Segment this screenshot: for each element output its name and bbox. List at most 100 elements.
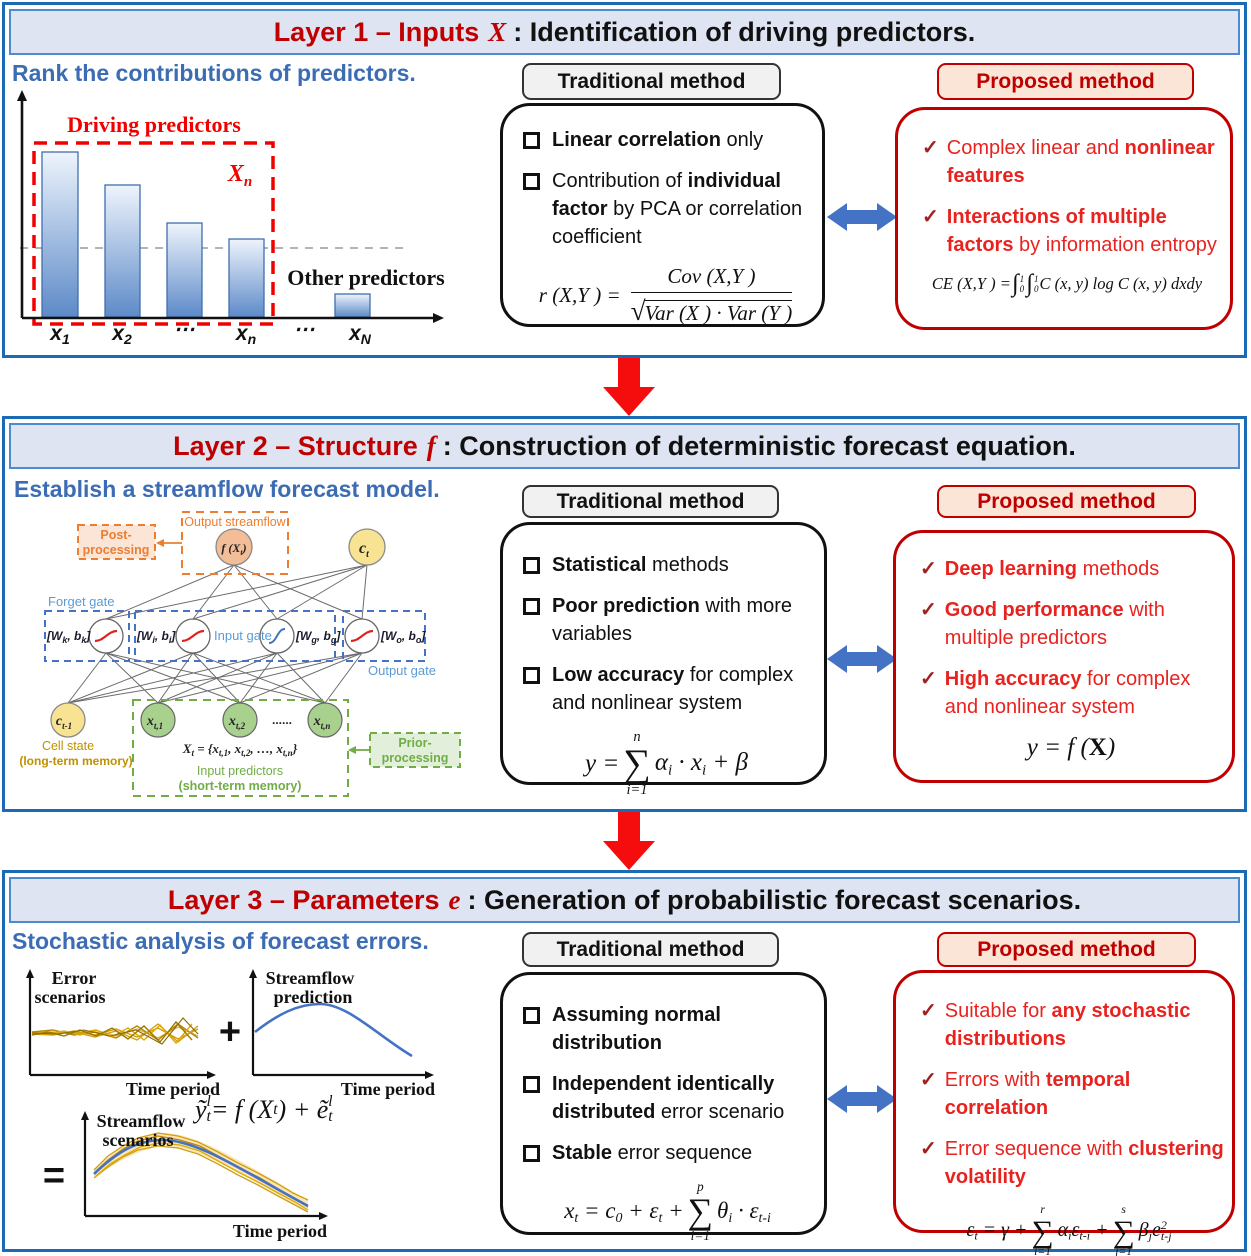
- streamflow-prediction-plot: Streamflow prediction Time period: [249, 968, 435, 1099]
- checkbox-icon: [523, 1076, 540, 1093]
- time-period-label: Time period: [341, 1079, 435, 1099]
- prediction-curve: [254, 1002, 413, 1058]
- input-nodes: [140, 702, 343, 738]
- layer2-traditional-badge: Traditional method: [522, 485, 779, 518]
- panel-layer3: Layer 3 – Parameters e : Generation of p…: [2, 870, 1247, 1256]
- cell-state-label2: (long-term memory): [19, 754, 132, 768]
- driving-predictors-label: Driving predictors: [67, 112, 241, 137]
- checkbox-icon: [523, 557, 540, 574]
- layer2-title-variable: f: [426, 430, 436, 461]
- bullet-text: Good performance with multiple predictor…: [944, 599, 1165, 649]
- bullet-text: Suitable for any stochastic distribution…: [944, 1000, 1191, 1050]
- list-item: ✓ Error sequence with clustering volatil…: [920, 1135, 1224, 1191]
- layer2-header: Layer 2 – Structure f : Construction of …: [9, 423, 1240, 469]
- layer1-title-red: Layer 1 – Inputs: [273, 16, 480, 47]
- layer2-proposed-box: ✓ Deep learning methods ✓ Good performan…: [893, 530, 1235, 783]
- correlation-formula: r (X,Y ) = Cov (X,Y ) √Var (X ) · Var (Y…: [538, 264, 793, 326]
- list-item: ✓ Complex linear and nonlinear features: [922, 134, 1220, 190]
- input-predictors-label: Input predictors: [197, 764, 283, 778]
- layer2-title-black: : Construction of deterministic forecast…: [442, 430, 1076, 461]
- layer1-proposed-badge: Proposed method: [937, 63, 1194, 100]
- layer3-title-red: Layer 3 – Parameters: [167, 884, 440, 915]
- cell-state-t-label: ct: [359, 540, 370, 560]
- lstm-diagram: Post- processing Output streamflow f (Xt…: [19, 511, 461, 797]
- x2-node-label: xt,2: [228, 714, 246, 731]
- post-processing-label2: processing: [83, 543, 150, 557]
- predictor-rank-bar-chart: Driving predictors Xn Other predictors x…: [17, 90, 445, 347]
- layer3-proposed-badge: Proposed method: [937, 932, 1196, 967]
- ma-error-formula: xt = c0 + εt + p ∑ i=1 θi · εt-i: [564, 1179, 771, 1243]
- bullet-text: Low accuracy for complex and nonlinear s…: [552, 664, 794, 714]
- linear-regression-formula: y = n ∑ i=1 αi · xi + β: [585, 729, 748, 798]
- bullet-text: Independent identically distributed erro…: [552, 1073, 785, 1123]
- checkbox-icon: [523, 598, 540, 615]
- bullet-text: Interactions of multiple factors by info…: [946, 206, 1217, 256]
- list-item: Stable error sequence: [523, 1139, 812, 1167]
- y-axis-arrow-icon: [249, 969, 257, 978]
- scenario-mean-curve: [93, 1138, 309, 1208]
- layer3-traditional-badge: Traditional method: [522, 932, 779, 967]
- xn-node-label: xt,n: [313, 714, 331, 731]
- x-axis-arrow-icon: [425, 1071, 434, 1079]
- prior-processing-label2: processing: [382, 751, 449, 765]
- checkbox-icon: [523, 132, 540, 149]
- streamflow-scenarios-plot: Streamflow scenarios Time period: [81, 1111, 328, 1241]
- layer2-left-heading: Establish a streamflow forecast model.: [14, 476, 440, 502]
- error-lines: [31, 1017, 199, 1045]
- other-predictors-label: Other predictors: [287, 265, 445, 290]
- layer3-proposed-box: ✓ Suitable for any stochastic distributi…: [893, 970, 1235, 1256]
- tick-x1: x1: [49, 322, 70, 347]
- x-axis-arrow-icon: [319, 1212, 328, 1220]
- prior-processing-arrowhead-icon: [348, 746, 356, 754]
- bar-xn: [228, 238, 265, 318]
- x-axis-arrow-icon: [433, 313, 444, 323]
- checkbox-icon: [523, 1007, 540, 1024]
- layer2-traditional-box: Statistical methods Poor prediction with…: [500, 522, 827, 798]
- compare-arrow-icon: [827, 203, 897, 231]
- flow-down-arrow-icon: [603, 812, 655, 870]
- output-streamflow-label: Output streamflow: [184, 515, 286, 529]
- checkmark-icon: ✓: [920, 599, 937, 621]
- plus-sign: +: [219, 1011, 241, 1053]
- bullet-text: Complex linear and nonlinear features: [946, 137, 1215, 187]
- bullet-text: High accuracy for complex and nonlinear …: [944, 668, 1191, 718]
- layer3-title-black: : Generation of probabilistic forecast s…: [467, 884, 1082, 915]
- bullet-text: Error sequence with clustering volatilit…: [944, 1138, 1224, 1188]
- streamflow-scenarios-label2: scenarios: [103, 1130, 174, 1150]
- checkmark-icon: ✓: [920, 1069, 937, 1091]
- list-item: Statistical methods: [523, 551, 810, 579]
- checkmark-icon: ✓: [920, 1000, 937, 1022]
- layer3-header: Layer 3 – Parameters e : Generation of p…: [9, 877, 1240, 923]
- streamflow-scenarios-label: Streamflow: [97, 1111, 186, 1131]
- output-node: [215, 528, 253, 566]
- bullet-text: Assuming normal distribution: [552, 1004, 721, 1054]
- list-item: ✓ Good performance with multiple predict…: [920, 596, 1222, 652]
- streamflow-prediction-label2: prediction: [274, 987, 353, 1007]
- layer1-left-heading: Rank the contributions of predictors.: [12, 60, 416, 86]
- panel-layer1: Layer 1 – Inputs X : Identification of d…: [2, 2, 1247, 358]
- y-axis-arrow-icon: [81, 1111, 89, 1120]
- list-item: ✓ Errors with temporal correlation: [920, 1066, 1224, 1122]
- forget-gate-label: Forget gate: [48, 594, 115, 609]
- weight-labels: [Wk, bk] [Wi, bi] [Wg, bg] [Wo, bo]: [46, 629, 426, 645]
- xt-set-formula: Xt = {xt,1, xt,2, …, xt,n}: [182, 741, 298, 758]
- error-scenarios-label2: scenarios: [35, 987, 106, 1007]
- error-scenarios-label: Error: [52, 968, 97, 988]
- sigmoid-icon: [181, 629, 205, 643]
- post-processing-arrowhead-icon: [156, 539, 164, 547]
- time-period-label: Time period: [233, 1221, 327, 1241]
- streamflow-prediction-label: Streamflow: [266, 968, 355, 988]
- gate-boxes: [44, 610, 426, 662]
- bar-x2: [104, 184, 141, 318]
- bullet-text: Contribution of individual factor by PCA…: [552, 170, 803, 248]
- cell-state-t-node: [348, 528, 386, 566]
- output-node-label: f (Xt): [221, 541, 246, 557]
- list-item: ✓ Deep learning methods: [920, 555, 1222, 583]
- stochastic-plots: Error scenarios Time period + Streamflow…: [26, 968, 435, 1241]
- input-predictors-label2: (short-term memory): [179, 779, 302, 793]
- list-item: Assuming normal distribution: [523, 1001, 812, 1057]
- time-period-label: Time period: [126, 1079, 220, 1099]
- cell-state-label: Cell state: [42, 739, 94, 753]
- tick-xn: xn: [235, 322, 256, 347]
